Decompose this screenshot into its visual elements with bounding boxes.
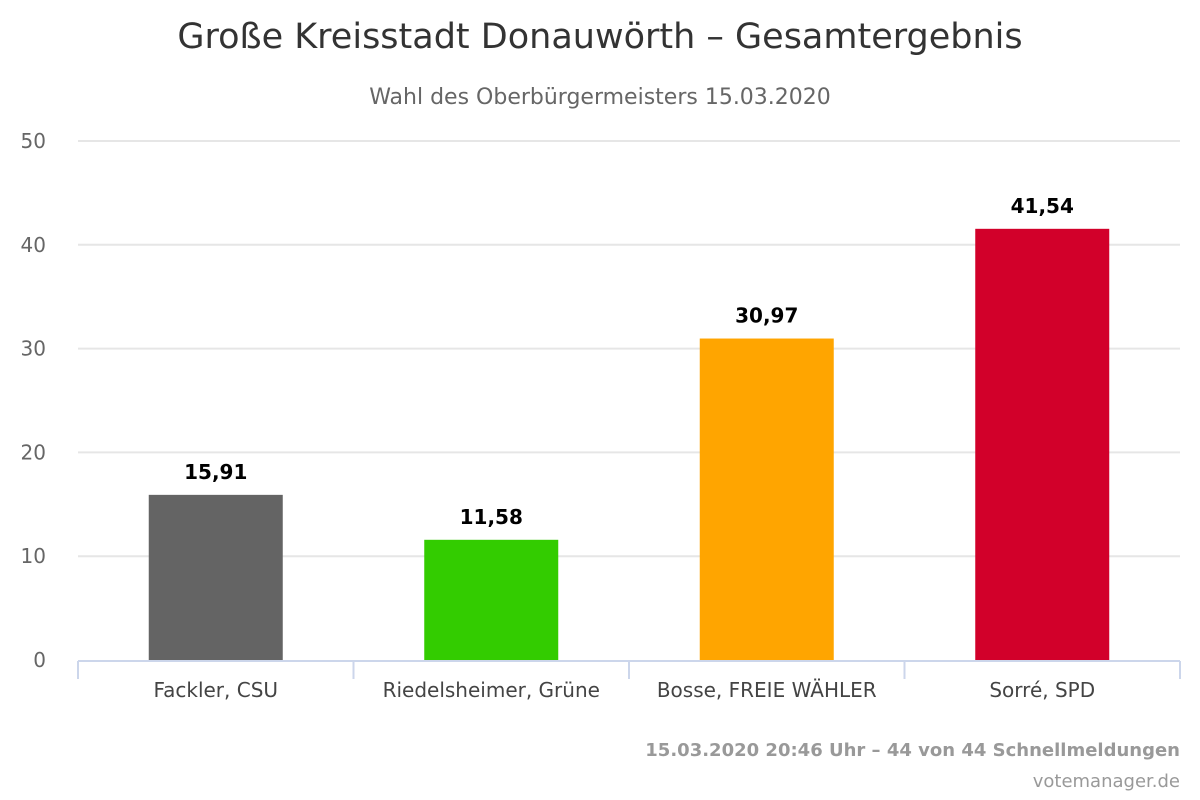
data-labels: 15,91 11,58 30,97 41,54 xyxy=(184,194,1074,529)
data-label: 15,91 xyxy=(184,460,247,484)
gridlines: 0 10 20 30 40 50 xyxy=(21,129,1180,672)
x-tick-label: Riedelsheimer, Grüne xyxy=(383,678,600,702)
bar[interactable] xyxy=(148,494,283,660)
data-label: 11,58 xyxy=(460,505,523,529)
y-tick-label: 30 xyxy=(21,337,46,361)
x-tick-label: Sorré, SPD xyxy=(989,678,1095,702)
x-tick-label: Bosse, FREIE WÄHLER xyxy=(657,678,877,702)
chart-subtitle: Wahl des Oberbürgermeisters 15.03.2020 xyxy=(369,85,831,110)
x-tick-label: Fackler, CSU xyxy=(153,678,278,702)
footer-credit[interactable]: votemanager.de xyxy=(1033,771,1180,792)
bars xyxy=(148,228,1110,660)
y-tick-label: 50 xyxy=(21,129,46,153)
footer-status: 15.03.2020 20:46 Uhr – 44 von 44 Schnell… xyxy=(645,740,1180,761)
y-tick-label: 0 xyxy=(33,648,46,672)
bar[interactable] xyxy=(699,338,834,660)
y-tick-label: 40 xyxy=(21,233,46,257)
data-label: 30,97 xyxy=(735,304,798,328)
y-tick-label: 20 xyxy=(21,440,46,464)
data-label: 41,54 xyxy=(1011,194,1074,218)
x-axis: Fackler, CSU Riedelsheimer, Grüne Bosse, F… xyxy=(77,660,1181,702)
chart-title: Große Kreisstadt Donauwörth – Gesamterge… xyxy=(177,17,1022,57)
bar[interactable] xyxy=(975,228,1110,660)
bar[interactable] xyxy=(424,539,559,660)
y-tick-label: 10 xyxy=(21,544,46,568)
